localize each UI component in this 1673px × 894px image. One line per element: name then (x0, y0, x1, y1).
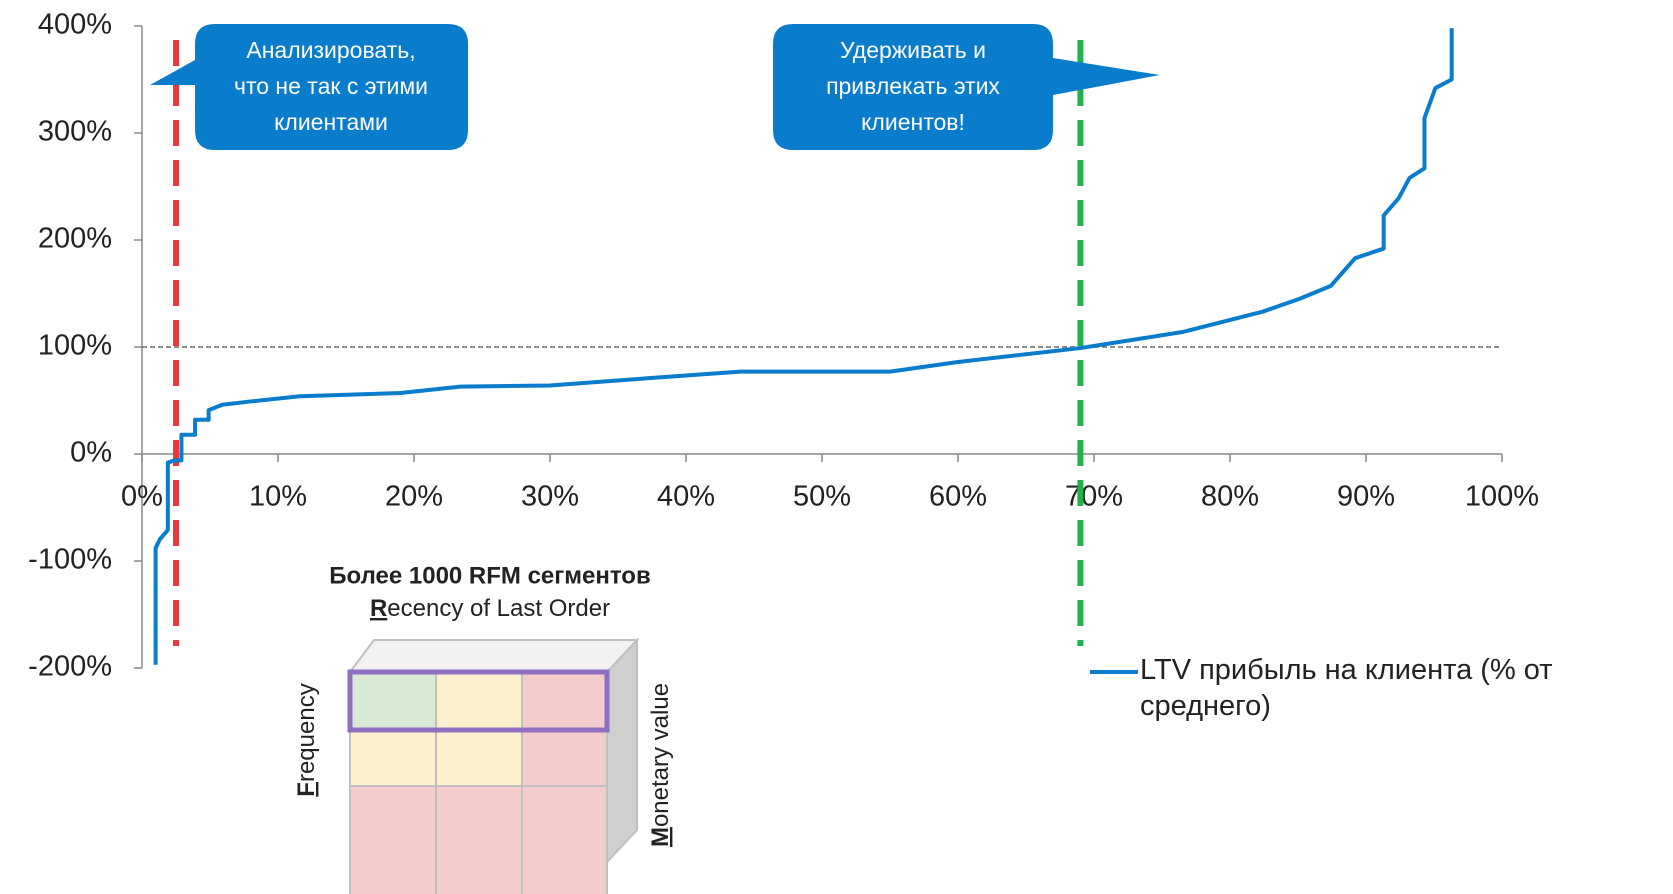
initial: F (293, 782, 320, 797)
callout-right: Удерживать и привлекать этих клиентов! (773, 24, 1160, 150)
x-tick-label: 70% (1065, 481, 1123, 513)
x-tick-label: 30% (521, 481, 579, 513)
initial: R (370, 595, 387, 622)
y-tick-label: -200% (28, 651, 112, 683)
x-tick-label: 50% (793, 481, 851, 513)
rest: ecency of Last Order (387, 595, 610, 622)
callout-text: клиентов! (861, 109, 965, 135)
callout-text: что не так с этими (234, 73, 428, 99)
initial: M (647, 827, 674, 847)
x-tick-label: 40% (657, 481, 715, 513)
legend-label: LTV прибыль на клиента (% от среднего) (1140, 654, 1553, 722)
x-tick-label: 90% (1337, 481, 1395, 513)
y-tick-label: 200% (38, 223, 112, 255)
inset-monetary: Monetary value (647, 683, 674, 847)
callout-text: Удерживать и (840, 37, 986, 63)
callout-text: Анализировать, (246, 37, 415, 63)
rfm-inset: Более 1000 RFM сегментов Recency of Last… (293, 562, 674, 894)
line-series (153, 28, 1454, 665)
rest: requency (293, 683, 320, 782)
y-tick-label: 0% (70, 437, 112, 469)
callout-left: Анализировать, что не так с этими клиент… (150, 24, 468, 150)
rest: onetary value (647, 683, 674, 827)
x-tick-label: 10% (249, 481, 307, 513)
inset-frequency: Frequency (293, 683, 320, 796)
plot: -200% -100% 0% 100% 200% 300% 400% 0% 10% 20% 30% 4… (28, 9, 1539, 683)
callout-text: привлекать этих (826, 73, 1000, 99)
x-tick-label: 0% (121, 481, 163, 513)
y-tick-label: 400% (38, 9, 112, 41)
x-tick-label: 60% (929, 481, 987, 513)
x-tick-label: 20% (385, 481, 443, 513)
x-tick-label: 100% (1465, 481, 1539, 513)
x-tick-label: 80% (1201, 481, 1259, 513)
callout-text: клиентами (274, 109, 388, 135)
inset-title: Более 1000 RFM сегментов (329, 562, 650, 589)
y-tick-label: 300% (38, 116, 112, 148)
y-tick-label: 100% (38, 330, 112, 362)
inset-recency: Recency of Last Order (370, 595, 610, 622)
y-tick-label: -100% (28, 544, 112, 576)
